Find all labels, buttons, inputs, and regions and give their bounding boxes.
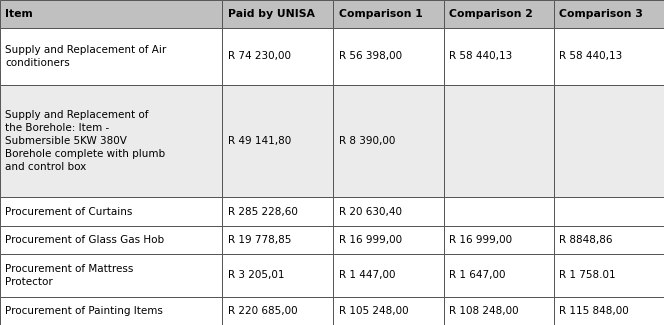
Bar [222, 28, 333, 84]
Text: R 285 228,60: R 285 228,60 [228, 207, 297, 216]
Bar [0, 297, 222, 325]
Text: Procurement of Mattress
Protector: Procurement of Mattress Protector [5, 264, 133, 287]
Text: R 16 999,00: R 16 999,00 [339, 235, 402, 245]
Bar [0, 254, 222, 297]
Text: Supply and Replacement of
the Borehole: Item -
Submersible 5KW 380V
Borehole com: Supply and Replacement of the Borehole: … [5, 111, 165, 172]
Text: Procurement of Curtains: Procurement of Curtains [5, 207, 133, 216]
Text: R 1 647,00: R 1 647,00 [449, 270, 505, 280]
Bar [0, 28, 222, 84]
Bar [554, 28, 664, 84]
Text: R 8 390,00: R 8 390,00 [339, 136, 395, 146]
Text: R 58 440,13: R 58 440,13 [559, 51, 622, 61]
Bar [0, 198, 222, 226]
Bar [0, 0, 222, 28]
Bar [444, 0, 554, 28]
Bar [554, 198, 664, 226]
Bar [222, 226, 333, 254]
Text: Comparison 2: Comparison 2 [449, 9, 533, 19]
Bar [444, 84, 554, 198]
Bar [333, 254, 444, 297]
Bar [0, 84, 222, 198]
Bar [554, 0, 664, 28]
Text: R 115 848,00: R 115 848,00 [559, 306, 629, 316]
Bar [444, 297, 554, 325]
Bar [333, 84, 444, 198]
Text: Item: Item [5, 9, 33, 19]
Bar [444, 28, 554, 84]
Text: R 16 999,00: R 16 999,00 [449, 235, 512, 245]
Bar [333, 297, 444, 325]
Text: Comparison 1: Comparison 1 [339, 9, 422, 19]
Bar [554, 254, 664, 297]
Text: R 3 205,01: R 3 205,01 [228, 270, 284, 280]
Bar [554, 84, 664, 198]
Bar [222, 84, 333, 198]
Text: R 58 440,13: R 58 440,13 [449, 51, 512, 61]
Text: R 8848,86: R 8848,86 [559, 235, 613, 245]
Bar [444, 226, 554, 254]
Bar [222, 0, 333, 28]
Text: Procurement of Painting Items: Procurement of Painting Items [5, 306, 163, 316]
Text: Supply and Replacement of Air
conditioners: Supply and Replacement of Air conditione… [5, 45, 167, 68]
Bar [222, 254, 333, 297]
Bar [554, 297, 664, 325]
Bar [333, 198, 444, 226]
Bar [222, 297, 333, 325]
Text: R 105 248,00: R 105 248,00 [339, 306, 408, 316]
Text: R 1 447,00: R 1 447,00 [339, 270, 395, 280]
Text: R 20 630,40: R 20 630,40 [339, 207, 402, 216]
Bar [444, 254, 554, 297]
Text: R 49 141,80: R 49 141,80 [228, 136, 291, 146]
Text: R 19 778,85: R 19 778,85 [228, 235, 291, 245]
Text: R 220 685,00: R 220 685,00 [228, 306, 297, 316]
Bar [333, 28, 444, 84]
Text: R 74 230,00: R 74 230,00 [228, 51, 291, 61]
Text: R 108 248,00: R 108 248,00 [449, 306, 519, 316]
Text: Procurement of Glass Gas Hob: Procurement of Glass Gas Hob [5, 235, 165, 245]
Bar [333, 0, 444, 28]
Text: R 56 398,00: R 56 398,00 [339, 51, 402, 61]
Bar [444, 198, 554, 226]
Bar [333, 226, 444, 254]
Text: Paid by UNISA: Paid by UNISA [228, 9, 315, 19]
Text: R 1 758.01: R 1 758.01 [559, 270, 616, 280]
Bar [222, 198, 333, 226]
Text: Comparison 3: Comparison 3 [559, 9, 643, 19]
Bar [0, 226, 222, 254]
Bar [554, 226, 664, 254]
